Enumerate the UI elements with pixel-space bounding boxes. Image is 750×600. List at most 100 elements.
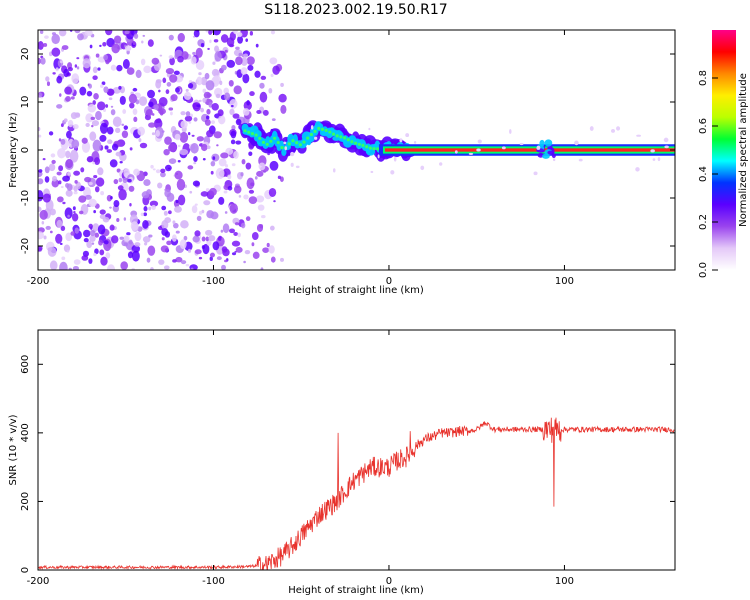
track-blob-core <box>331 132 336 136</box>
noise-speck <box>164 164 172 172</box>
snr-panel: -200 -100 0 100 0 200 400 600 Height of straig… <box>8 329 676 596</box>
spectrogram-x-ticks: -200 -100 0 100 <box>27 30 574 287</box>
noise-speck <box>148 234 153 238</box>
noise-speck <box>227 174 232 180</box>
noise-speck <box>60 185 64 189</box>
noise-speck <box>215 167 225 180</box>
noise-speck <box>175 230 180 234</box>
noise-speck <box>192 180 200 187</box>
faint-speck <box>390 170 395 175</box>
faint-speck <box>533 171 538 176</box>
noise-speck <box>174 133 181 141</box>
faint-speck <box>611 129 615 133</box>
noise-speck <box>112 116 122 127</box>
noise-speck <box>219 80 223 86</box>
faint-speck <box>657 157 661 162</box>
noise-speck <box>48 163 56 172</box>
noise-speck <box>65 158 73 169</box>
noise-speck <box>113 35 122 44</box>
noise-speck <box>211 120 216 125</box>
noise-speck <box>121 130 129 139</box>
noise-speck <box>139 142 148 149</box>
noise-speck <box>142 236 151 243</box>
noise-speck <box>52 72 56 75</box>
noise-speck <box>184 115 193 122</box>
noise-speck <box>38 134 42 138</box>
noise-speck <box>110 109 116 116</box>
noise-speck <box>200 76 208 86</box>
noise-speck <box>60 225 66 232</box>
noise-speck <box>280 104 287 114</box>
track-blob-core <box>265 142 269 146</box>
noise-speck <box>198 210 203 215</box>
noise-speck <box>126 232 131 236</box>
noise-speck <box>192 102 201 110</box>
noise-speck <box>103 86 109 93</box>
noise-speck <box>214 51 222 62</box>
noise-speck <box>224 49 228 53</box>
faint-speck <box>290 162 294 167</box>
noise-speck <box>132 87 138 92</box>
noise-speck <box>168 34 174 41</box>
noise-speck <box>120 261 129 270</box>
noise-speck <box>185 88 189 92</box>
noise-speck <box>171 234 177 242</box>
noise-speck <box>129 203 132 207</box>
noise-speck <box>169 57 175 66</box>
noise-speck <box>57 196 64 203</box>
noise-speck <box>134 231 142 242</box>
noise-speck <box>180 120 188 129</box>
noise-speck <box>55 233 63 244</box>
noise-speck <box>212 75 222 85</box>
noise-speck <box>211 68 220 77</box>
noise-speck <box>160 245 169 253</box>
noise-speck <box>235 222 239 226</box>
track-blob-core <box>295 141 299 145</box>
noise-speck <box>214 87 223 97</box>
noise-speck <box>221 64 227 71</box>
noise-speck <box>105 252 111 259</box>
faint-speck <box>420 165 425 171</box>
noise-speck <box>65 150 71 159</box>
noise-speck <box>143 206 148 212</box>
noise-speck <box>93 209 97 214</box>
noise-speck <box>62 175 70 182</box>
noise-speck <box>38 126 41 131</box>
noise-speck <box>138 138 142 143</box>
noise-speck <box>57 148 66 159</box>
noise-speck <box>140 58 146 66</box>
noise-speck <box>203 200 211 206</box>
track-blob-core <box>342 136 347 140</box>
colorbar: 0.0 0.2 0.4 0.6 0.8 Normalized spectral ampl… <box>698 30 749 278</box>
noise-speck <box>205 188 210 192</box>
noise-speck <box>138 96 148 106</box>
noise-speck <box>44 35 49 39</box>
noise-speck <box>196 136 204 142</box>
noise-speck <box>97 101 106 111</box>
noise-speck <box>269 160 279 171</box>
noise-speck <box>180 220 189 229</box>
faint-speck <box>476 148 481 152</box>
track-blob-core <box>250 132 255 136</box>
noise-speck <box>50 153 56 158</box>
noise-speck <box>237 35 244 44</box>
noise-speck <box>78 210 84 215</box>
noise-speck <box>155 169 161 174</box>
noise-speck <box>106 88 115 96</box>
faint-speck <box>283 141 287 145</box>
noise-speck <box>156 118 162 124</box>
noise-speck <box>206 210 215 219</box>
noise-speck <box>248 196 258 204</box>
noise-speck <box>238 195 242 198</box>
track-blob-core <box>309 132 314 137</box>
noise-speck <box>42 158 46 161</box>
colorbar-tick-label: 0.0 <box>698 262 709 278</box>
noise-speck <box>220 152 229 159</box>
noise-speck <box>77 33 84 41</box>
noise-speck <box>56 104 63 109</box>
noise-speck <box>229 43 234 48</box>
noise-speck <box>88 223 93 229</box>
faint-speck <box>664 145 669 149</box>
noise-speck <box>190 143 199 154</box>
noise-speck <box>273 200 276 203</box>
